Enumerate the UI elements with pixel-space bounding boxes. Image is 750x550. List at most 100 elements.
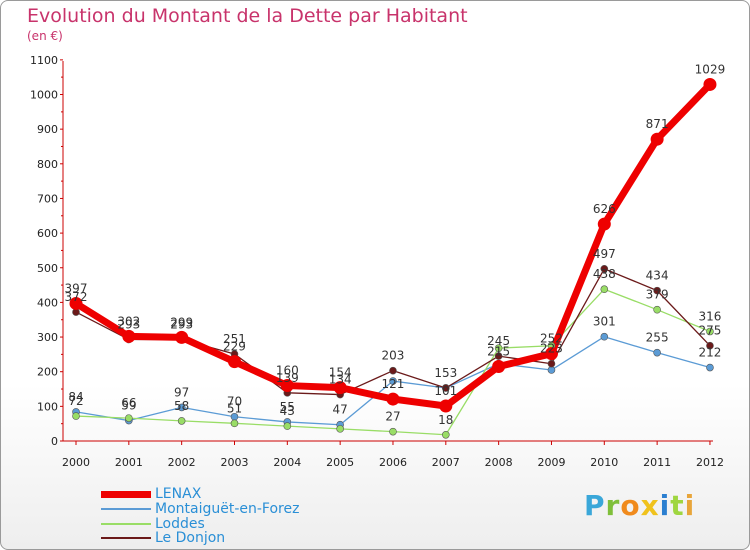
y-tick-label: 300 — [37, 331, 58, 344]
legend-label: Le Donjon — [155, 530, 226, 546]
x-tick-label: 2000 — [62, 456, 90, 469]
y-tick-label: 500 — [37, 262, 58, 275]
legend-label: LENAX — [155, 486, 202, 502]
data-label: 397 — [65, 281, 88, 295]
data-point — [125, 414, 133, 422]
data-label: 66 — [121, 396, 136, 410]
data-label: 121 — [382, 377, 405, 391]
legend-label: Montaiguët-en-Forez — [155, 501, 300, 517]
data-point — [175, 330, 189, 344]
x-tick-label: 2008 — [485, 456, 513, 469]
data-point — [650, 132, 664, 146]
data-point — [333, 381, 347, 395]
data-point — [439, 399, 453, 413]
y-tick-label: 200 — [37, 366, 58, 379]
x-tick-label: 2005 — [326, 456, 354, 469]
logo-letter: t — [670, 489, 685, 522]
data-point — [600, 285, 609, 294]
data-label: 160 — [276, 364, 299, 378]
y-tick-label: 900 — [37, 123, 58, 136]
data-label: 47 — [333, 403, 348, 417]
data-point — [227, 355, 241, 369]
data-point — [600, 332, 609, 341]
legend-item-lenax: LENAX — [101, 486, 202, 502]
x-tick-label: 2006 — [379, 456, 407, 469]
data-point — [600, 264, 609, 273]
data-point — [389, 427, 397, 436]
data-label: 301 — [593, 315, 616, 329]
data-labels: 397 302 299 229 160 154 121 101 215 252 626 871 1029… — [65, 62, 726, 426]
data-point — [653, 286, 661, 295]
y-tick-label: 700 — [37, 192, 58, 205]
chart-title: Evolution du Montant de la Dette par Hab… — [27, 5, 468, 27]
data-label: 203 — [382, 349, 405, 363]
proxiti-logo: Proxiti — [584, 489, 695, 522]
data-label: 1029 — [695, 62, 726, 76]
logo-letter: i — [684, 489, 696, 522]
data-label: 18 — [438, 413, 453, 427]
data-point — [442, 384, 450, 392]
data-label: 212 — [699, 346, 722, 360]
data-label: 251 — [223, 332, 246, 346]
data-point — [389, 377, 397, 385]
legend-item-montaiguet: Montaiguët-en-Forez — [101, 501, 300, 517]
data-label: 871 — [646, 117, 669, 131]
data-label: 153 — [434, 366, 457, 380]
data-point — [706, 327, 714, 336]
data-label: 626 — [593, 202, 616, 216]
data-point — [653, 305, 661, 314]
legend-item-loddes: Loddes — [101, 516, 205, 532]
data-label: 293 — [170, 317, 193, 331]
x-tick-label: 2004 — [273, 456, 301, 469]
logo-letter: o — [620, 489, 641, 522]
x-tick-label: 2001 — [115, 456, 143, 469]
data-point — [280, 379, 294, 393]
axes: 0 100 200 300 400 500 600 700 800 900 1000 1100 2000… — [30, 54, 724, 469]
data-point — [653, 348, 661, 357]
x-tick-label: 2011 — [643, 456, 671, 469]
chart-unit: (en €) — [27, 29, 63, 43]
data-point — [544, 347, 558, 361]
y-tick-label: 100 — [37, 400, 58, 413]
series-points — [69, 77, 717, 439]
data-label: 434 — [646, 269, 669, 283]
data-label: 229 — [223, 340, 246, 354]
x-tick-label: 2009 — [537, 456, 565, 469]
data-label: 51 — [227, 401, 242, 415]
data-label: 154 — [329, 366, 352, 380]
data-label: 59 — [121, 399, 136, 413]
data-point — [442, 430, 450, 439]
data-label: 299 — [170, 315, 193, 329]
data-point — [706, 341, 714, 350]
x-tick-label: 2007 — [432, 456, 460, 469]
legend-swatch — [101, 523, 151, 525]
data-label: 215 — [487, 345, 510, 359]
logo-letter: P — [584, 489, 606, 522]
series-line — [75, 268, 711, 396]
y-tick-label: 1000 — [30, 89, 58, 102]
legend-label: Loddes — [155, 516, 205, 532]
data-point — [69, 296, 83, 310]
data-label: 316 — [699, 310, 722, 324]
data-point — [494, 352, 503, 360]
data-point — [177, 403, 186, 412]
x-tick-label: 2003 — [220, 456, 248, 469]
data-point — [122, 329, 136, 343]
data-label: 302 — [117, 314, 140, 328]
data-point — [283, 422, 292, 430]
data-label: 497 — [593, 247, 616, 261]
y-tick-label: 1100 — [30, 54, 58, 67]
data-point — [706, 363, 714, 372]
data-label: 55 — [280, 400, 295, 414]
data-label: 72 — [68, 394, 83, 408]
data-label: 438 — [593, 267, 616, 281]
legend-swatch — [101, 537, 151, 539]
data-point — [72, 412, 80, 420]
data-point — [336, 425, 344, 433]
logo-letter: i — [659, 489, 671, 522]
data-label: 43 — [280, 404, 295, 418]
data-point — [386, 392, 400, 406]
data-point — [230, 419, 239, 428]
